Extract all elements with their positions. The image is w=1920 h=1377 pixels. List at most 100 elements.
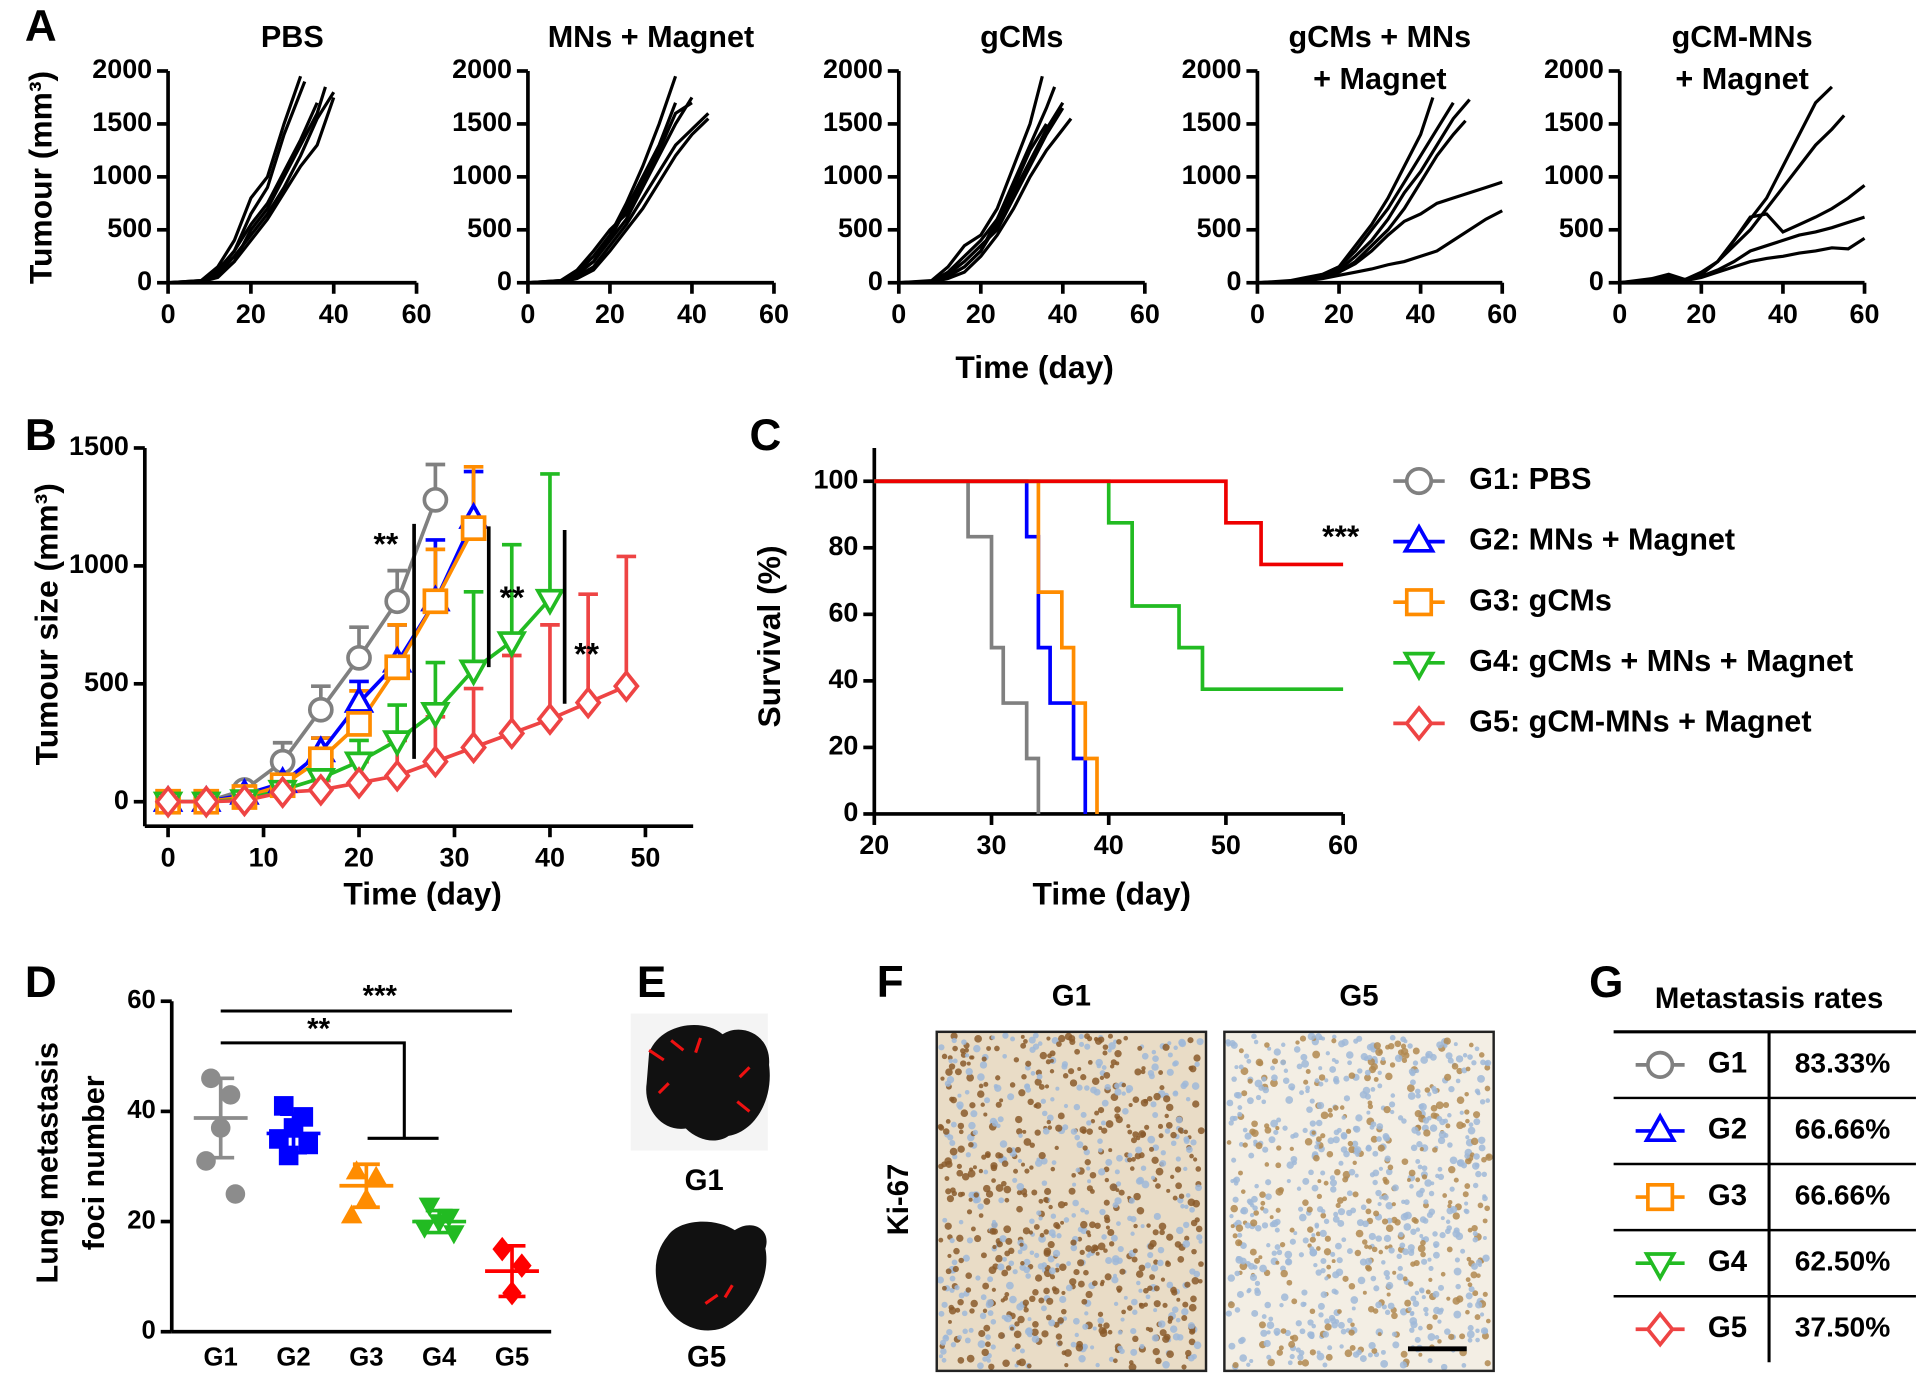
sd-bar — [425, 1208, 453, 1235]
nucleus — [982, 1356, 988, 1362]
nucleus — [1022, 1129, 1027, 1134]
nucleus — [978, 1329, 986, 1338]
nucleus — [1153, 1300, 1161, 1308]
nucleus — [1247, 1199, 1254, 1206]
nucleus — [1252, 1264, 1258, 1270]
nucleus — [957, 1093, 962, 1098]
nucleus — [1302, 1177, 1310, 1185]
nucleus — [1100, 1279, 1105, 1284]
nucleus — [1320, 1133, 1326, 1139]
x-tick-label: 40 — [1048, 299, 1078, 329]
nucleus — [1379, 1195, 1384, 1200]
nucleus — [1198, 1261, 1204, 1267]
nucleus — [1416, 1141, 1423, 1148]
nucleus — [1421, 1294, 1426, 1300]
nucleus — [1335, 1242, 1342, 1250]
nucleus — [1034, 1129, 1041, 1136]
nucleus — [938, 1044, 945, 1051]
y-tick-label: 100 — [814, 464, 859, 494]
nucleus — [1109, 1183, 1118, 1192]
nucleus — [1445, 1123, 1451, 1129]
nucleus — [1151, 1063, 1159, 1071]
nucleus — [1425, 1053, 1430, 1058]
nucleus — [1316, 1193, 1322, 1199]
nucleus — [1115, 1181, 1122, 1187]
nucleus — [1413, 1259, 1420, 1267]
nucleus — [1157, 1259, 1164, 1267]
nucleus — [1127, 1152, 1133, 1158]
marker — [438, 1208, 460, 1228]
nucleus — [1279, 1242, 1286, 1248]
nucleus — [1380, 1360, 1389, 1368]
nucleus — [1410, 1295, 1417, 1302]
nucleus — [1061, 1063, 1068, 1070]
y-tick-label: 40 — [828, 664, 858, 694]
x-tick-label: 60 — [1850, 299, 1880, 329]
nucleus — [1474, 1162, 1480, 1168]
nucleus — [1111, 1276, 1119, 1284]
nucleus — [1037, 1041, 1043, 1046]
nucleus — [965, 1272, 973, 1280]
nucleus — [1482, 1236, 1487, 1240]
nucleus — [1383, 1270, 1390, 1277]
nucleus — [1324, 1323, 1332, 1331]
nucleus — [1286, 1279, 1293, 1286]
nucleus — [973, 1192, 979, 1198]
nucleus — [1482, 1195, 1488, 1202]
nucleus — [995, 1254, 1003, 1263]
nucleus — [1418, 1103, 1424, 1110]
nucleus — [1471, 1263, 1478, 1270]
nucleus — [1084, 1159, 1091, 1166]
nucleus — [1356, 1035, 1363, 1042]
x-tick-label: 10 — [249, 842, 279, 872]
nucleus — [1086, 1128, 1093, 1135]
nucleus — [1396, 1273, 1404, 1281]
nucleus — [1315, 1231, 1321, 1237]
sd-bar — [352, 1162, 380, 1210]
marker — [492, 1236, 513, 1262]
nucleus — [1061, 1308, 1067, 1315]
nucleus — [1114, 1106, 1121, 1113]
marker — [1404, 588, 1434, 617]
nucleus — [1013, 1168, 1019, 1174]
nucleus — [1075, 1167, 1081, 1173]
nucleus — [992, 1244, 997, 1250]
nucleus — [938, 1237, 944, 1243]
nucleus — [1481, 1171, 1487, 1177]
nucleus — [1474, 1046, 1480, 1052]
nucleus — [1437, 1166, 1443, 1172]
nucleus — [1331, 1321, 1338, 1329]
nucleus — [1251, 1120, 1258, 1128]
nucleus — [1193, 1157, 1198, 1162]
nucleus — [1160, 1150, 1166, 1156]
nucleus — [1444, 1073, 1452, 1081]
marker — [413, 1219, 436, 1239]
nucleus — [1008, 1260, 1015, 1267]
y-tick-label: 500 — [107, 213, 152, 243]
nucleus — [1451, 1063, 1459, 1070]
nucleus — [1332, 1105, 1339, 1111]
chart-title: + Magnet — [1675, 62, 1808, 96]
y-axis-label: Tumour size (mm³) — [29, 483, 65, 765]
nucleus — [1130, 1348, 1138, 1356]
nucleus — [1372, 1308, 1379, 1314]
nucleus — [1326, 1264, 1332, 1270]
y-tick-label: 500 — [1559, 213, 1604, 243]
nucleus — [1029, 1218, 1035, 1224]
nucleus — [1132, 1248, 1138, 1254]
nucleus — [1188, 1303, 1197, 1312]
nucleus — [1334, 1059, 1339, 1065]
nucleus — [1480, 1059, 1486, 1066]
nucleus — [1198, 1239, 1203, 1244]
nucleus — [1139, 1343, 1145, 1350]
nucleus — [1464, 1109, 1470, 1115]
nucleus — [995, 1184, 1004, 1192]
nucleus — [1048, 1267, 1056, 1275]
nucleus — [1056, 1233, 1062, 1239]
nucleus — [1437, 1339, 1442, 1344]
nucleus — [1362, 1239, 1368, 1245]
nucleus — [1092, 1326, 1097, 1331]
nucleus — [1283, 1068, 1289, 1073]
nucleus — [1408, 1281, 1414, 1287]
nucleus — [1464, 1208, 1470, 1215]
